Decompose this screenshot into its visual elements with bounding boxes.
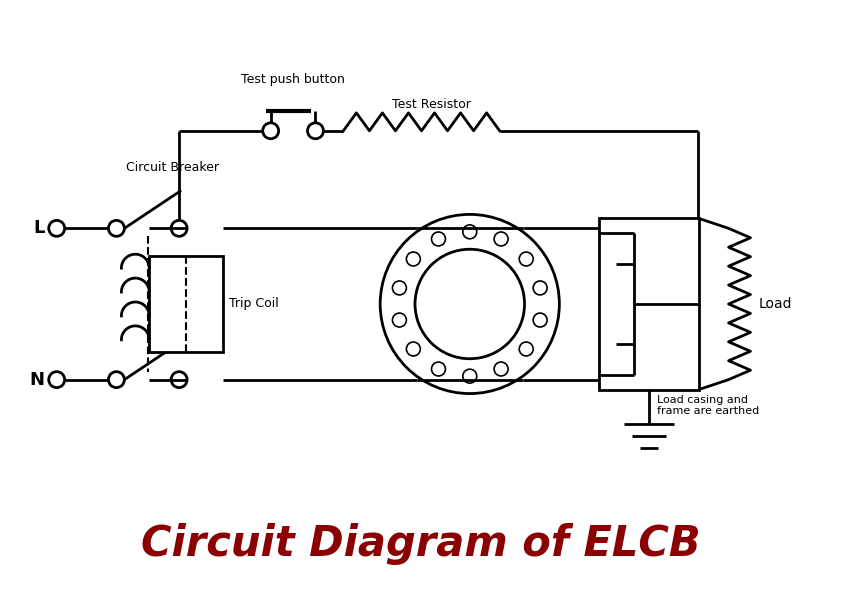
Text: Load: Load [759, 297, 792, 311]
Text: Test Resistor: Test Resistor [392, 98, 471, 111]
Text: L: L [34, 219, 45, 238]
Bar [149, 256, 223, 352]
Text: Circuit Breaker: Circuit Breaker [126, 160, 220, 174]
Text: Load casing and
frame are earthed: Load casing and frame are earthed [657, 394, 759, 416]
Bar [600, 218, 699, 390]
Text: Test push button: Test push button [241, 73, 345, 86]
Text: Trip Coil: Trip Coil [229, 297, 279, 311]
Text: N: N [29, 371, 45, 389]
Text: Circuit Diagram of ELCB: Circuit Diagram of ELCB [141, 523, 701, 565]
